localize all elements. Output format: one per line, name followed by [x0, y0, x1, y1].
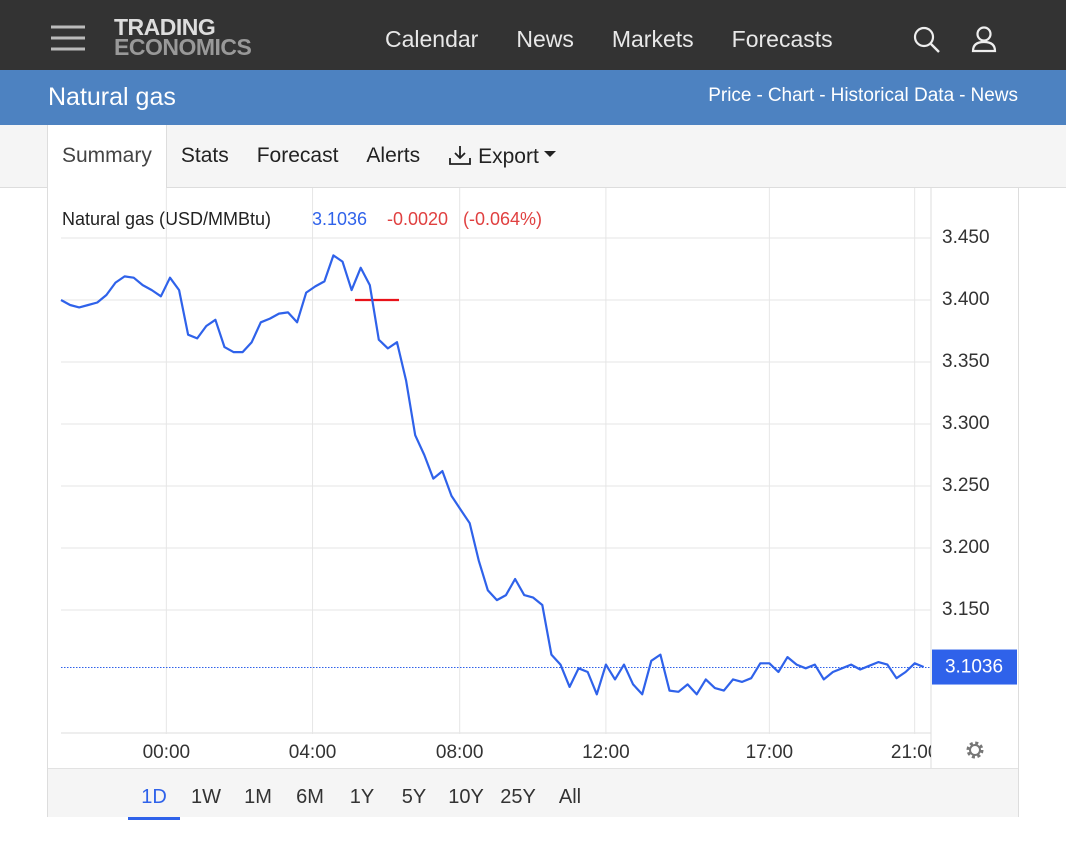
- x-tick-label: 21:00: [891, 742, 939, 763]
- y-tick-label: 3.250: [942, 475, 990, 496]
- range-button[interactable]: 1M: [244, 786, 272, 808]
- top-nav: TRADING ECONOMICS Calendar News Markets Fore…: [0, 0, 1066, 70]
- range-button[interactable]: 1D: [128, 769, 180, 820]
- range-button[interactable]: 1W: [191, 786, 221, 808]
- x-tick-label: 17:00: [746, 742, 794, 763]
- logo[interactable]: TRADING ECONOMICS: [114, 14, 252, 60]
- tab[interactable]: Summary: [47, 125, 167, 188]
- x-tick-label: 12:00: [582, 742, 630, 763]
- last-price-box: [932, 649, 1017, 685]
- search-icon[interactable]: [913, 26, 941, 54]
- y-tick-label: 3.200: [942, 537, 990, 558]
- range-button[interactable]: 25Y: [500, 786, 536, 808]
- y-tick-label: 3.350: [942, 351, 990, 372]
- banner-link[interactable]: Historical Data: [830, 85, 955, 106]
- nav-link[interactable]: Calendar: [385, 26, 479, 52]
- tab[interactable]: Alerts: [352, 125, 434, 187]
- banner-link[interactable]: Price: [708, 85, 752, 106]
- tab[interactable]: Forecast: [243, 125, 353, 187]
- tab[interactable]: Stats: [167, 125, 243, 187]
- price-change: -0.0020: [387, 209, 448, 229]
- last-price-label: 3.1036: [945, 657, 1003, 678]
- y-tick-label: 3.300: [942, 413, 990, 434]
- banner-title: Natural gas: [48, 83, 176, 111]
- plot-area: 00:00 04:00 08:00 12:00 17:00 21:00: [61, 188, 939, 763]
- banner-links: Price - Chart - Historical Data - News: [708, 85, 1018, 107]
- nav-link[interactable]: Markets: [611, 26, 694, 52]
- caret-icon: [543, 151, 556, 157]
- y-tick-label: 3.400: [942, 289, 990, 310]
- tab-label: Export: [478, 145, 539, 168]
- link-separator: -: [819, 85, 826, 106]
- tab-label: Stats: [180, 144, 229, 167]
- range-bar: 1D 1W 1M 6M 1Y 5Y 10Y 25Y All: [48, 768, 1018, 820]
- settings-icon[interactable]: [966, 741, 984, 759]
- tab-label: Summary: [62, 144, 152, 167]
- price-line: [60, 254, 925, 696]
- link-separator: -: [959, 85, 966, 106]
- range-button[interactable]: 6M: [296, 786, 324, 808]
- banner-link[interactable]: News: [970, 85, 1018, 106]
- nav-link[interactable]: Forecasts: [731, 26, 833, 52]
- tab-bar: Summary Stats Forecast Alerts Export: [0, 125, 1066, 188]
- tab[interactable]: Export: [434, 125, 571, 187]
- x-tick-label: 04:00: [289, 742, 337, 763]
- download-icon: [449, 146, 472, 165]
- last-price: 3.1036: [312, 209, 367, 229]
- tab-label: Forecast: [256, 144, 339, 167]
- link-separator: -: [756, 85, 763, 106]
- logo-top: TRADING: [114, 14, 216, 40]
- banner-link[interactable]: Chart: [767, 85, 815, 106]
- price-change-pct: (-0.064%): [463, 209, 542, 229]
- nav-link[interactable]: News: [516, 26, 574, 52]
- tab-label: Alerts: [366, 144, 421, 167]
- range-button[interactable]: 5Y: [401, 786, 427, 808]
- menu-icon[interactable]: [50, 24, 86, 52]
- user-icon[interactable]: [970, 25, 998, 53]
- x-tick-label: 00:00: [143, 742, 191, 763]
- y-tick-label: 3.450: [942, 227, 990, 248]
- tabs: Summary Stats Forecast Alerts Export: [47, 125, 571, 188]
- range-button[interactable]: 10Y: [448, 786, 484, 808]
- logo-bottom: ECONOMICS: [114, 34, 252, 60]
- nav-links: Calendar News Markets Forecasts: [366, 26, 852, 53]
- range-button[interactable]: All: [558, 786, 582, 808]
- x-tick-label: 08:00: [436, 742, 484, 763]
- banner: Natural gas Price - Chart - Historical Data -…: [0, 70, 1066, 125]
- range-button[interactable]: 1Y: [349, 786, 375, 808]
- y-tick-label: 3.150: [942, 599, 990, 620]
